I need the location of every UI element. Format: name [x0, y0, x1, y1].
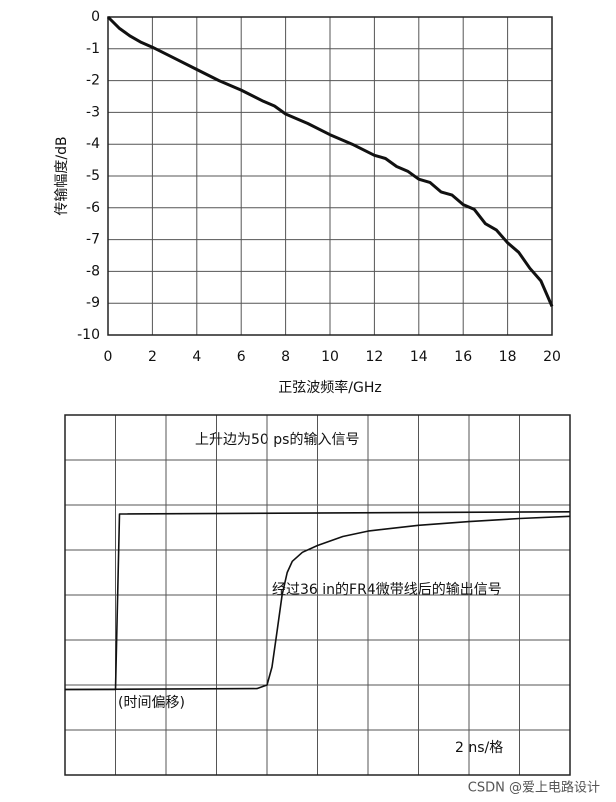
y-tick-label: -1	[86, 41, 100, 57]
annotation: 上升边为50 ps的输入信号	[195, 432, 359, 448]
annotation: (时间偏移)	[118, 695, 185, 711]
x-tick-label: 14	[410, 349, 428, 365]
x-tick-label: 18	[499, 349, 517, 365]
x-tick-label: 10	[321, 349, 339, 365]
plot-frame	[107, 16, 553, 336]
watermark: CSDN @爱上电路设计	[468, 780, 600, 796]
plot-frame	[64, 414, 571, 776]
y-axis-label: 传输幅度/dB	[54, 136, 70, 215]
y-tick-label: -2	[86, 73, 100, 89]
x-tick-label: 16	[454, 349, 472, 365]
x-tick-label: 4	[192, 349, 201, 365]
x-tick-label: 12	[365, 349, 383, 365]
y-tick-label: -4	[86, 136, 100, 152]
x-tick-label: 0	[104, 349, 113, 365]
y-tick-label: -7	[86, 232, 100, 248]
data-line	[106, 15, 554, 307]
x-tick-label: 6	[237, 349, 246, 365]
y-tick-label: -6	[86, 200, 100, 216]
y-tick-label: -9	[86, 295, 100, 311]
y-tick-label: -8	[86, 263, 100, 279]
annotation: 经过36 in的FR4微带线后的输出信号	[272, 582, 502, 598]
trace	[64, 515, 571, 691]
y-tick-label: -10	[77, 327, 100, 343]
y-tick-label: -5	[86, 168, 100, 184]
x-tick-label: 20	[543, 349, 561, 365]
y-tick-label: -3	[86, 104, 100, 120]
x-tick-label: 2	[148, 349, 157, 365]
x-axis-label: 正弦波频率/GHz	[278, 379, 381, 396]
y-tick-label: 0	[91, 9, 100, 25]
annotation: 2 ns/格	[455, 740, 503, 756]
x-tick-label: 8	[281, 349, 290, 365]
